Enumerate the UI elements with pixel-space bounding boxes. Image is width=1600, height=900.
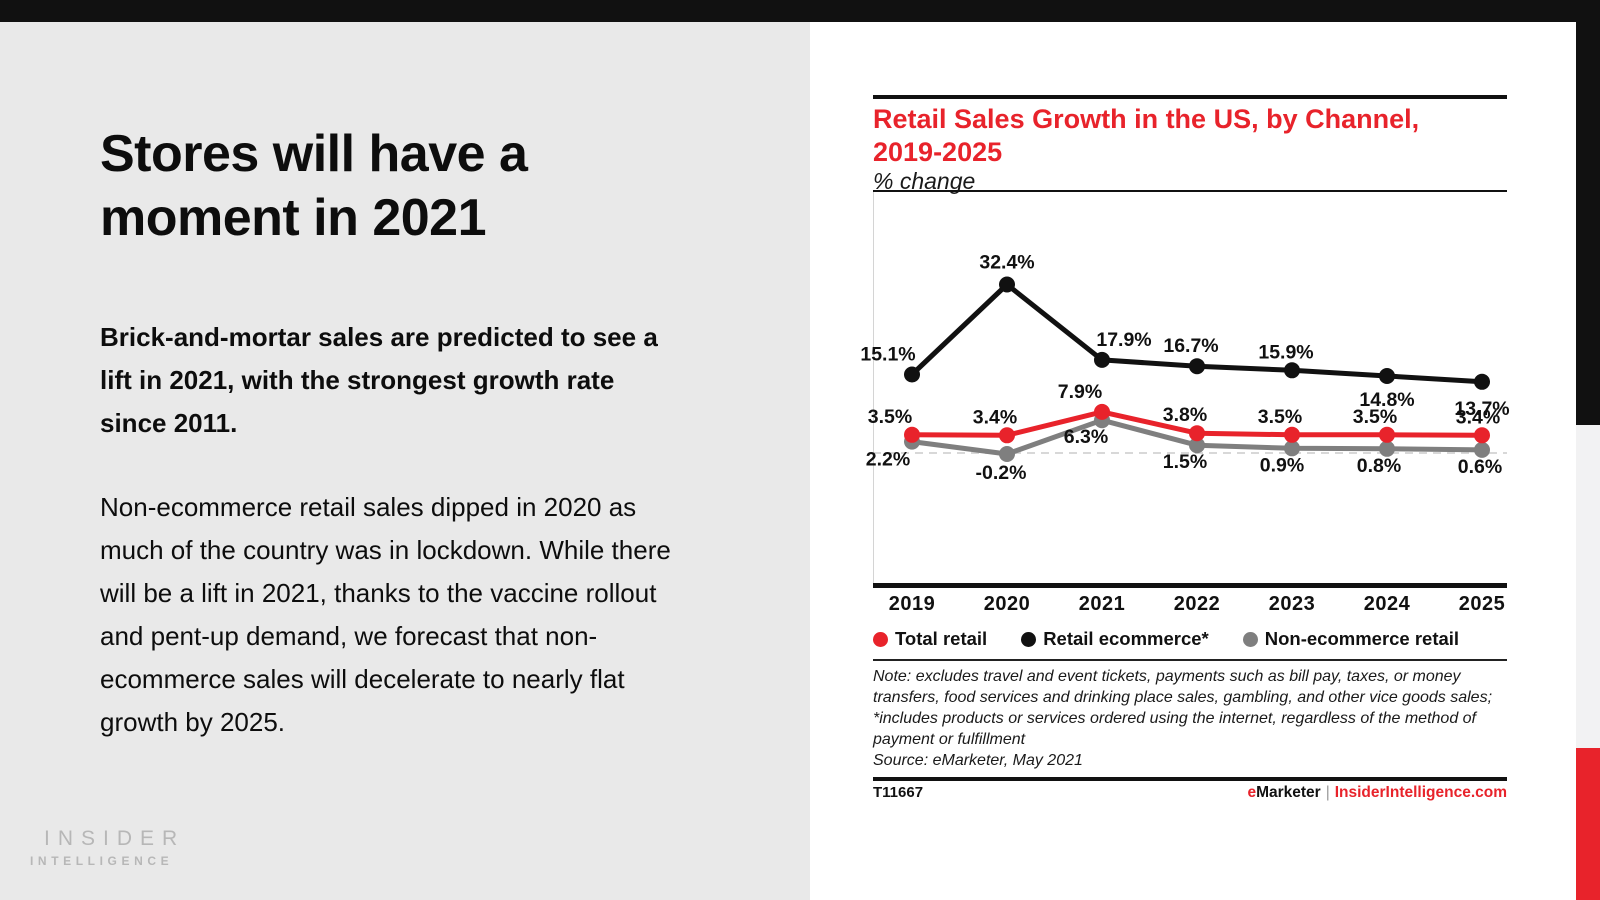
data-point — [1189, 425, 1205, 442]
data-label: 3.4% — [973, 406, 1017, 428]
data-label: 3.5% — [868, 406, 912, 428]
insider-intelligence-link: InsiderIntelligence.com — [1334, 784, 1507, 801]
chart-title-line1: Retail Sales Growth in the US, by Channe… — [873, 104, 1420, 134]
legend-dot-icon — [873, 631, 888, 647]
legend-label: Non-ecommerce retail — [1264, 628, 1460, 649]
strip-red-segment — [1576, 748, 1600, 900]
chart-header-rule — [873, 190, 1507, 192]
series-non-ecommerce-retail: 2.2% -0.2% 6.3% 1.5% 0.9% 0.8% 0.6% — [866, 412, 1502, 484]
data-label: 13.7% — [1454, 398, 1509, 420]
data-label: 16.7% — [1163, 335, 1218, 357]
chart-panel: Retail Sales Growth in the US, by Channe… — [810, 22, 1576, 900]
legend-label: Retail ecommerce* — [1043, 628, 1209, 649]
legend-dot-icon — [1242, 631, 1258, 647]
data-label: 0.6% — [1458, 456, 1502, 478]
chart-id: T11667 — [873, 784, 924, 801]
data-label: 14.8% — [1359, 389, 1414, 411]
strip-gray-segment — [1576, 425, 1600, 748]
chart-subtitle: % change — [873, 168, 976, 194]
data-label: 3.5% — [1353, 406, 1397, 428]
chart-title-line2: 2019-2025 — [873, 137, 1003, 167]
x-label-2025: 2025 — [1458, 593, 1506, 615]
data-label: 3.8% — [1163, 404, 1207, 426]
data-point — [999, 427, 1015, 444]
data-point — [1379, 440, 1395, 457]
slide-body-paragraph: Non-ecommerce retail sales dipped in 202… — [100, 492, 671, 737]
strip-black-segment — [1576, 0, 1600, 425]
chart-legend: Total retail Retail ecommerce* Non-ecommer… — [873, 628, 1459, 650]
x-label-2020: 2020 — [983, 593, 1031, 615]
slide-title: Stores will have a moment in 2021 — [100, 125, 528, 248]
data-point — [1189, 437, 1205, 454]
data-point — [1189, 358, 1205, 375]
data-label: 2.2% — [866, 449, 910, 471]
logo-insider-text: INSIDER — [44, 827, 186, 850]
data-label: 0.9% — [1260, 454, 1304, 476]
chart-note: Note: excludes travel and event tickets,… — [873, 666, 1513, 771]
data-label: 6.3% — [1064, 426, 1108, 448]
emarketer-brand: eMarketer — [1247, 784, 1321, 801]
x-label-2023: 2023 — [1268, 593, 1316, 615]
legend-item: Non-ecommerce retail — [1242, 628, 1460, 650]
series-retail-ecommerce-: 15.1% 32.4% 17.9% 16.7% 15.9% 14.8% 13.7% — [860, 252, 1509, 420]
note-text: Note: excludes travel and event tickets,… — [873, 668, 1493, 748]
data-point — [999, 446, 1015, 462]
data-point — [1474, 427, 1490, 444]
data-label: 15.1% — [860, 344, 915, 366]
data-label: 7.9% — [1058, 381, 1102, 403]
top-black-bar — [0, 0, 1600, 22]
data-point — [1094, 351, 1110, 368]
retail-growth-line-chart: 2.2% -0.2% 6.3% 1.5% 0.9% 0.8% 0.6% 3.5% 3.4% 7.9… — [860, 192, 1510, 583]
data-label: 32.4% — [979, 252, 1034, 274]
data-point — [904, 426, 920, 443]
chart-footer: T11667 eMarketer | InsiderIntelligence.com — [873, 784, 1507, 802]
series-total-retail: 3.5% 3.4% 7.9% 3.8% 3.5% 3.5% 3.4% — [868, 381, 1500, 444]
data-label: 3.4% — [1456, 406, 1500, 428]
data-point — [1284, 440, 1300, 457]
legend-item: Total retail — [873, 628, 987, 650]
data-point — [1284, 362, 1300, 379]
data-point — [1379, 368, 1395, 384]
data-point — [1284, 426, 1300, 443]
data-point — [904, 366, 920, 383]
chart-title: Retail Sales Growth in the US, by Channe… — [873, 103, 1533, 169]
right-edge-strip — [1576, 0, 1600, 900]
data-point — [1474, 373, 1490, 390]
x-label-2022: 2022 — [1173, 593, 1221, 615]
chart-top-rule — [873, 95, 1507, 99]
insider-intelligence-logo: INSIDER INTELLIGENCE — [30, 827, 185, 868]
brand-separator: | — [1325, 784, 1330, 801]
x-axis-labels: 2019 2020 2021 2022 2023 2024 2025 — [873, 593, 1507, 619]
source-text: Source: eMarketer, May 2021 — [873, 752, 1083, 769]
data-point — [999, 276, 1015, 293]
data-label: 1.5% — [1163, 451, 1207, 473]
data-label: 17.9% — [1096, 329, 1151, 351]
note-top-rule — [873, 659, 1507, 661]
x-axis-line — [873, 583, 1507, 588]
data-point — [1379, 426, 1395, 443]
left-text-panel: Stores will have a moment in 2021 Brick-… — [0, 22, 810, 900]
logo-intelligence-text: INTELLIGENCE — [30, 854, 174, 868]
x-label-2019: 2019 — [888, 593, 936, 615]
data-label: 3.5% — [1258, 406, 1302, 428]
data-point — [1094, 403, 1110, 420]
footer-top-rule — [873, 777, 1507, 781]
data-point — [1474, 441, 1490, 458]
legend-dot-icon — [1021, 631, 1037, 647]
data-label: 0.8% — [1357, 455, 1401, 477]
legend-label: Total retail — [895, 628, 988, 649]
slide-lead-paragraph: Brick-and-mortar sales are predicted to … — [100, 322, 658, 438]
data-label: 15.9% — [1258, 341, 1313, 363]
data-label: -0.2% — [976, 462, 1027, 484]
x-label-2021: 2021 — [1078, 593, 1126, 615]
legend-item: Retail ecommerce* — [1021, 628, 1209, 650]
brand-links: eMarketer | InsiderIntelligence.com — [1247, 784, 1507, 802]
x-label-2024: 2024 — [1363, 593, 1411, 615]
